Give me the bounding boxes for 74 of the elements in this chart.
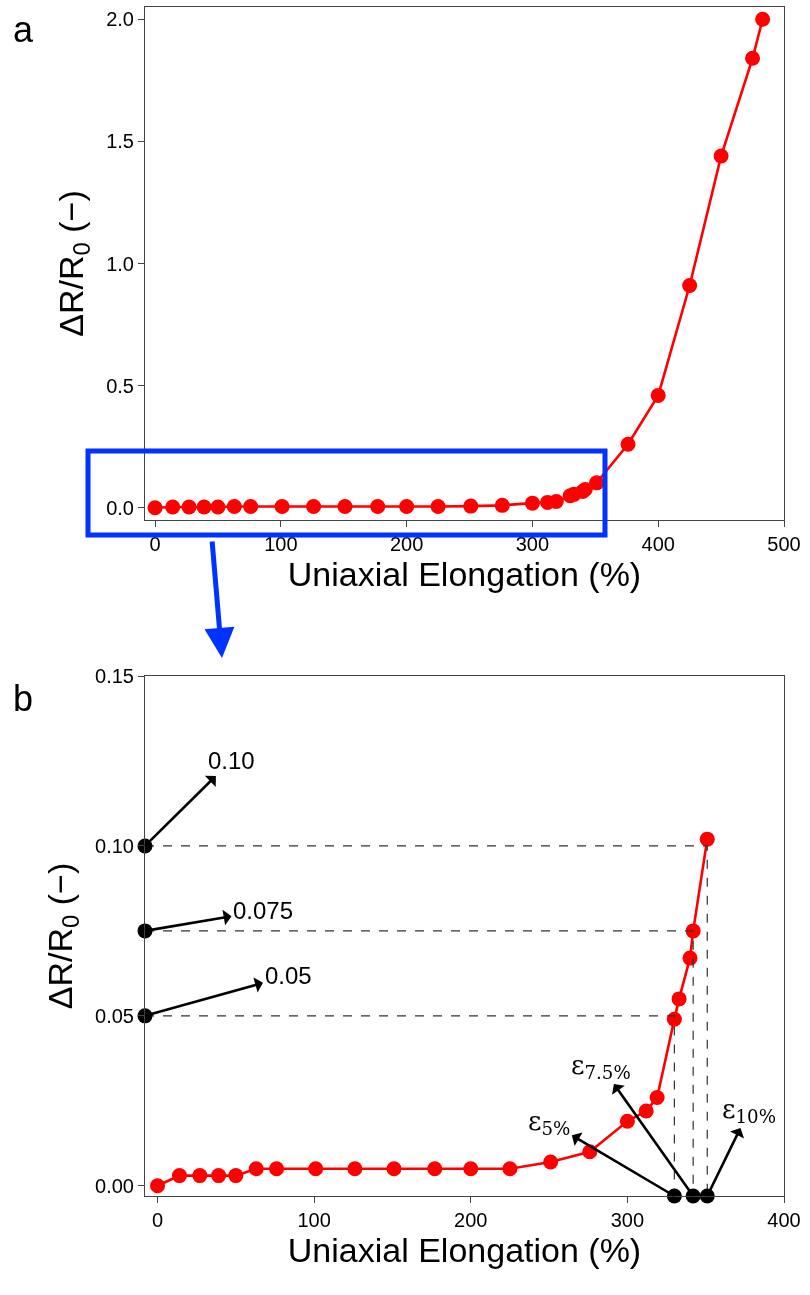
- point: [713, 148, 729, 164]
- x-tick-label: 200: [454, 1209, 488, 1231]
- y-tick-label: 1.5: [106, 130, 134, 153]
- annotation: 0.05: [265, 962, 312, 989]
- y-tick-label: 0.0: [106, 496, 134, 519]
- point: [524, 495, 540, 511]
- point: [192, 1168, 208, 1184]
- point: [165, 499, 181, 515]
- point: [682, 950, 698, 966]
- x-tick-label: 200: [389, 533, 424, 555]
- point: [589, 475, 605, 491]
- point: [619, 1113, 635, 1129]
- point: [306, 499, 322, 515]
- x-tick-label: 500: [767, 533, 801, 555]
- point: [228, 1168, 244, 1184]
- x-tick-label: 300: [610, 1209, 645, 1231]
- annotation: 0.10: [208, 747, 255, 774]
- annotation: ε$_{7.5%}$: [571, 1050, 631, 1084]
- point: [494, 497, 510, 513]
- point: [745, 50, 761, 66]
- point: [243, 499, 259, 515]
- x-axis-title: Uniaxial Elongation (%): [287, 555, 642, 593]
- x-axis-title: Uniaxial Elongation (%): [287, 1231, 642, 1269]
- point: [147, 500, 163, 516]
- point: [171, 1168, 187, 1184]
- x-tick-label: 400: [641, 533, 675, 555]
- point: [196, 499, 212, 515]
- point: [463, 498, 479, 514]
- point: [543, 1154, 559, 1170]
- point: [248, 1161, 264, 1177]
- y-tick-label: 0.00: [95, 1174, 134, 1197]
- point: [399, 499, 415, 515]
- x-tick-label: 400: [767, 1209, 801, 1231]
- point: [427, 1161, 443, 1177]
- x-tick-label: 0: [151, 1209, 164, 1231]
- point: [650, 387, 666, 403]
- point: [666, 1011, 682, 1027]
- point: [430, 499, 446, 515]
- x-tick-label: 300: [515, 533, 550, 555]
- point: [370, 499, 386, 515]
- point: [347, 1161, 363, 1177]
- point: [638, 1103, 654, 1119]
- annotation: ε$_{5%}$: [528, 1106, 571, 1140]
- point: [502, 1161, 518, 1177]
- y-tick-label: 2.0: [106, 8, 134, 31]
- point: [308, 1161, 324, 1177]
- x-tick-label: 100: [264, 533, 298, 555]
- y-tick-label: 1.0: [106, 252, 134, 275]
- point: [150, 1178, 166, 1194]
- y-tick-label: 0.05: [95, 1004, 134, 1027]
- point: [699, 831, 715, 847]
- point: [211, 1168, 227, 1184]
- point: [755, 11, 771, 27]
- point: [671, 991, 687, 1007]
- point: [463, 1161, 479, 1177]
- point: [620, 436, 636, 452]
- point: [226, 499, 242, 515]
- point: [269, 1161, 285, 1177]
- y-tick-label: 0.5: [106, 374, 134, 397]
- point: [386, 1161, 402, 1177]
- text: a: [13, 9, 34, 50]
- point: [274, 499, 290, 515]
- annotation: 0.075: [233, 897, 294, 924]
- x-tick-label: 100: [297, 1209, 331, 1231]
- point: [337, 499, 353, 515]
- point: [181, 499, 197, 515]
- point: [649, 1089, 665, 1105]
- y-tick-label: 0.15: [95, 665, 134, 687]
- x-tick-label: 0: [149, 533, 161, 555]
- y-tick-label: 0.10: [95, 834, 134, 857]
- annotation: ε$_{10%}$: [722, 1094, 776, 1128]
- point: [210, 499, 226, 515]
- text: b: [13, 678, 34, 719]
- point: [682, 277, 698, 293]
